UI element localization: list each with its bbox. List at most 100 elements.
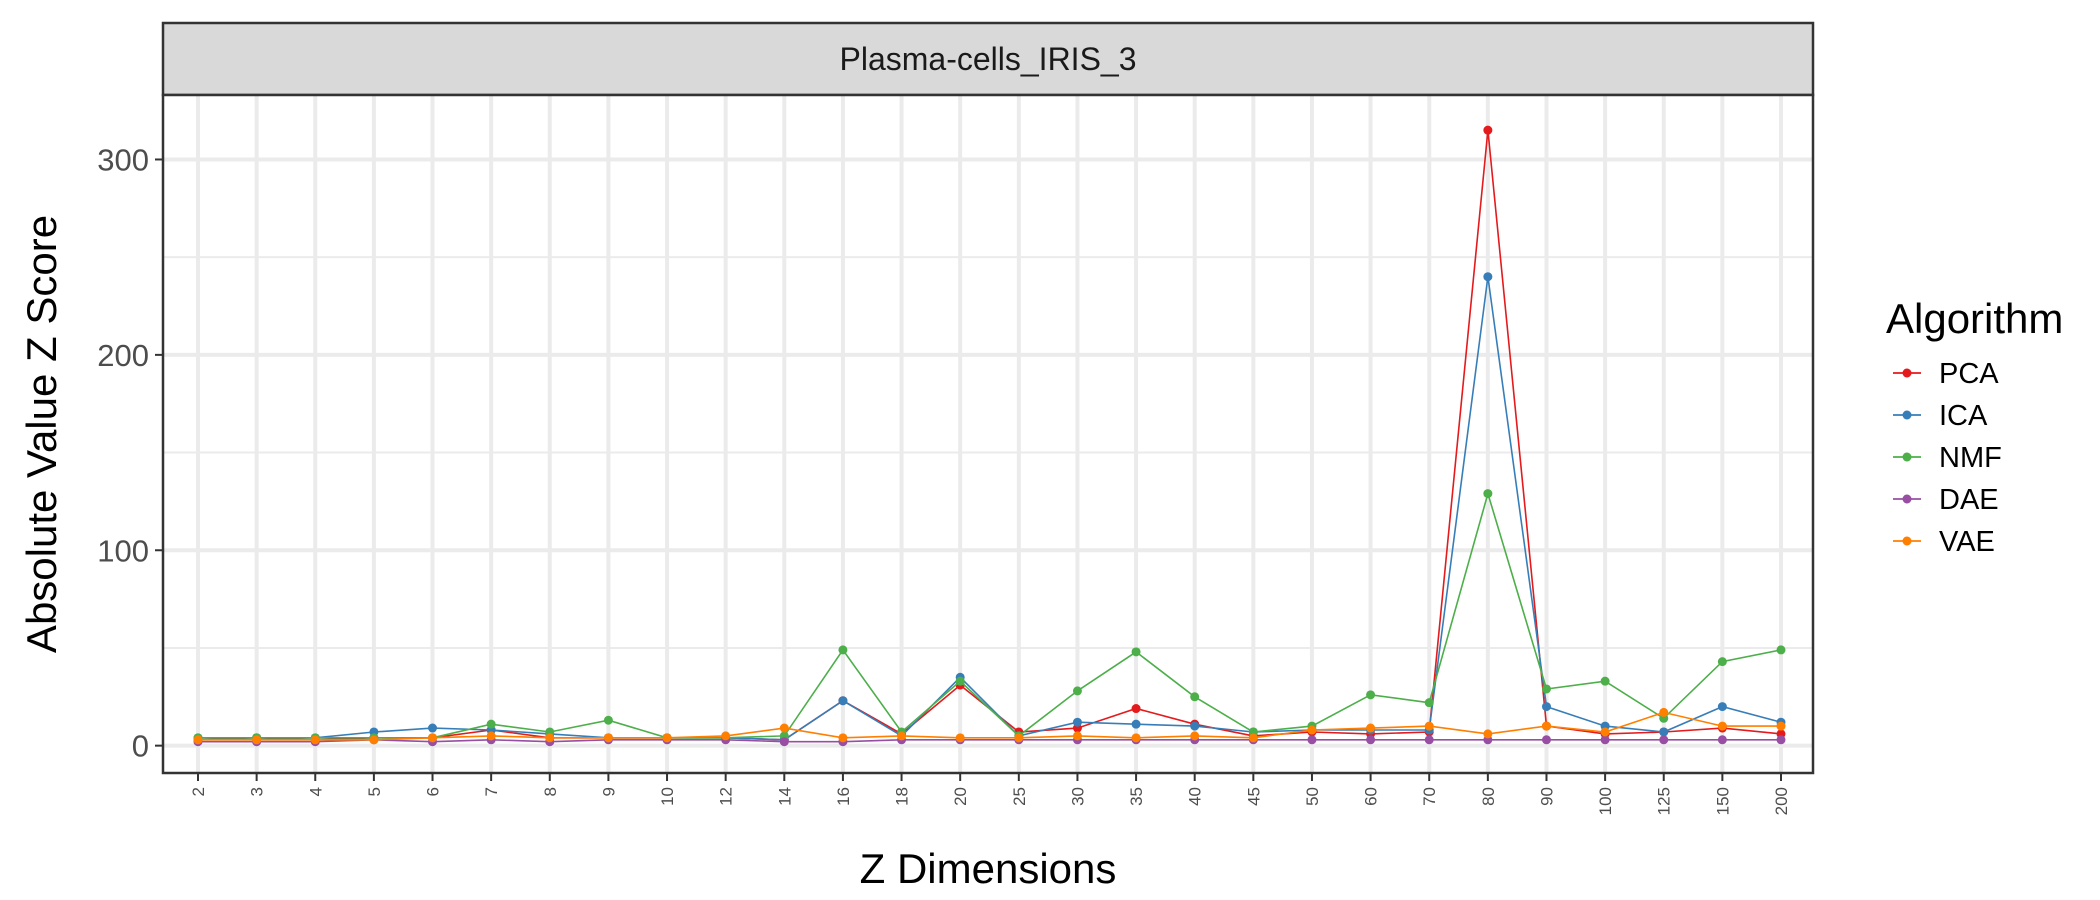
data-point-nmf <box>1776 645 1786 655</box>
data-point-vae <box>1307 725 1317 735</box>
data-point-nmf <box>838 645 848 655</box>
x-tick-label: 100 <box>1596 787 1615 815</box>
data-point-ica <box>1131 719 1141 729</box>
legend-key-point <box>1902 368 1912 378</box>
series-vae <box>193 707 1786 745</box>
y-tick-label: 0 <box>132 729 149 764</box>
data-point-nmf <box>1424 698 1434 708</box>
x-tick-label: 8 <box>541 787 560 796</box>
data-point-nmf <box>1483 489 1493 499</box>
data-point-nmf <box>1131 647 1141 657</box>
data-point-ica <box>838 696 848 706</box>
data-point-nmf <box>1541 684 1551 694</box>
x-tick-label: 4 <box>306 787 325 796</box>
x-tick-label: 70 <box>1420 787 1439 806</box>
data-point-vae <box>252 735 262 745</box>
x-tick-label: 10 <box>658 787 677 806</box>
data-point-ica <box>1190 721 1200 731</box>
legend-label: PCA <box>1939 358 1999 390</box>
x-tick-label: 45 <box>1244 787 1263 806</box>
data-point-nmf <box>1366 690 1376 700</box>
data-point-nmf <box>1190 692 1200 702</box>
data-point-vae <box>1717 721 1727 731</box>
data-point-nmf <box>486 719 496 729</box>
data-point-vae <box>1600 727 1610 737</box>
series-line-nmf <box>198 490 1782 739</box>
series-line-vae <box>198 711 1781 741</box>
data-point-pca <box>1483 125 1493 135</box>
legend-label: NMF <box>1939 442 2002 474</box>
data-point-dae <box>1717 735 1727 745</box>
data-point-nmf <box>603 715 613 725</box>
data-point-vae <box>1014 733 1024 743</box>
legend-label: DAE <box>1939 484 1999 516</box>
x-tick-label: 25 <box>1010 787 1029 806</box>
data-point-vae <box>428 733 438 743</box>
data-point-vae <box>662 733 672 743</box>
data-point-nmf <box>1717 657 1727 667</box>
data-point-vae <box>1248 733 1258 743</box>
x-tick-label: 18 <box>893 787 912 806</box>
x-tick-label: 14 <box>775 787 794 806</box>
x-tick-label: 5 <box>365 787 384 796</box>
data-point-vae <box>193 735 203 745</box>
data-point-vae <box>779 723 789 733</box>
x-tick-label: 7 <box>482 787 501 796</box>
data-point-pca <box>1131 704 1141 714</box>
data-point-vae <box>1776 721 1786 731</box>
x-tick-label: 35 <box>1127 787 1146 806</box>
data-point-vae <box>1541 721 1551 731</box>
x-tick-label: 150 <box>1713 787 1732 815</box>
x-axis-title: Z Dimensions <box>860 845 1117 892</box>
data-point-ica <box>1072 717 1082 727</box>
data-point-dae <box>1659 735 1669 745</box>
series-layer <box>193 125 1786 747</box>
legend-key-point <box>1902 452 1912 462</box>
data-point-nmf <box>1072 686 1082 696</box>
data-point-vae <box>310 735 320 745</box>
data-point-ica <box>1541 702 1551 712</box>
facet-strip-background <box>161 21 1815 97</box>
panel-background <box>163 95 1813 773</box>
x-tick-label: 50 <box>1303 787 1322 806</box>
y-axis-title: Absolute Value Z Score <box>18 215 65 653</box>
x-tick-label: 2 <box>189 787 208 796</box>
x-tick-label: 60 <box>1362 787 1381 806</box>
data-point-vae <box>1483 729 1493 739</box>
data-point-vae <box>1659 707 1669 717</box>
data-point-vae <box>955 733 965 743</box>
legend-key-point <box>1902 494 1912 504</box>
x-tick-label: 90 <box>1537 787 1556 806</box>
legend: Algorithm PCA ICA NMF DAE VAE <box>1886 295 2063 558</box>
data-point-vae <box>1190 731 1200 741</box>
data-point-vae <box>1072 731 1082 741</box>
data-point-ica <box>428 723 438 733</box>
x-tick-label: 12 <box>717 787 736 806</box>
y-tick-label: 200 <box>97 338 149 373</box>
data-point-ica <box>1659 727 1669 737</box>
data-point-vae <box>603 733 613 743</box>
y-axis: 0 100 200 300 <box>97 142 163 764</box>
data-point-nmf <box>955 676 965 686</box>
data-point-dae <box>1541 735 1551 745</box>
data-point-vae <box>838 733 848 743</box>
x-tick-label: 40 <box>1186 787 1205 806</box>
data-point-dae <box>1424 735 1434 745</box>
x-tick-label: 30 <box>1068 787 1087 806</box>
legend-label: VAE <box>1939 526 1995 558</box>
panel-border <box>161 93 1815 775</box>
data-point-dae <box>779 737 789 747</box>
series-line-ica <box>198 276 1782 741</box>
legend-items: PCA ICA NMF DAE VAE <box>1893 358 2002 558</box>
legend-item-dae: DAE <box>1893 484 1999 516</box>
x-tick-label: 3 <box>248 787 267 796</box>
data-point-ica <box>1717 702 1727 712</box>
legend-title: Algorithm <box>1886 295 2063 342</box>
legend-key-point <box>1902 536 1912 546</box>
x-axis: 2 3 4 5 6 7 8 9 10 12 14 16 18 20 25 30 35 40 45 50 60 70 80 90… <box>189 773 1791 815</box>
data-point-ica <box>1483 272 1493 282</box>
facet-strip: Plasma-cells_IRIS_3 <box>161 21 1815 97</box>
data-point-vae <box>369 735 379 745</box>
data-point-dae <box>1776 735 1786 745</box>
